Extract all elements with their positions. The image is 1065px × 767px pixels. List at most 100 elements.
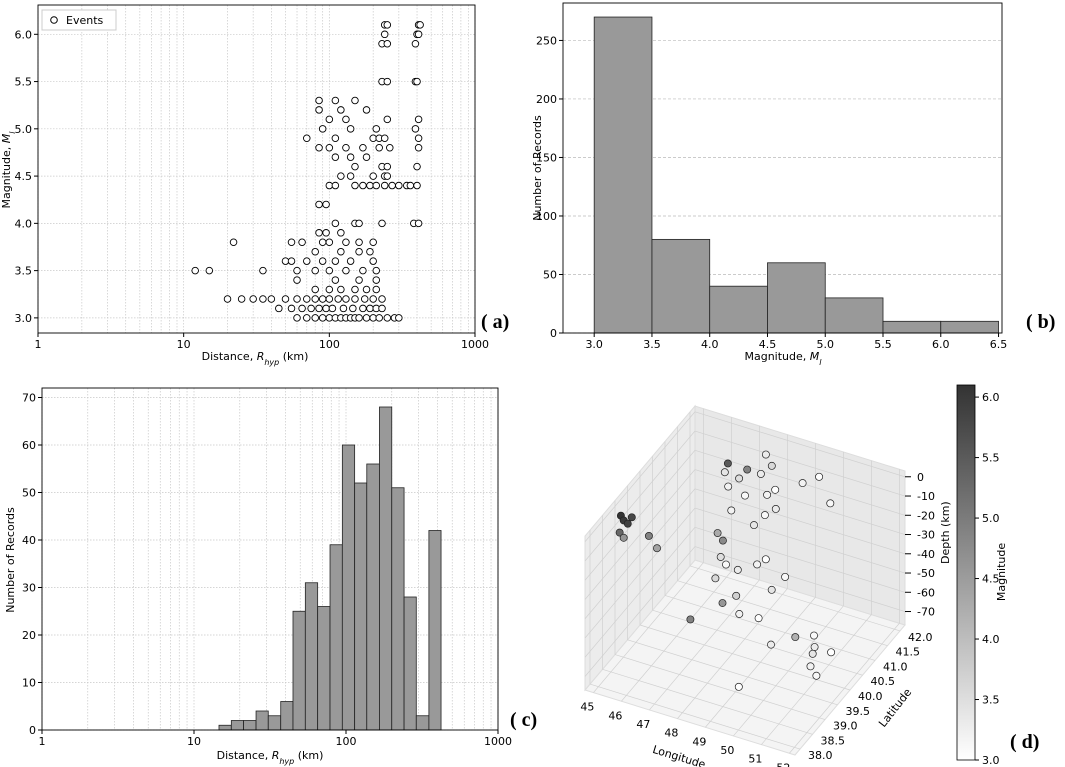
event-point-3d (686, 615, 695, 624)
event-point-3d (767, 461, 776, 470)
event-point (346, 153, 355, 161)
event-point (325, 266, 334, 275)
event-point (366, 304, 374, 313)
panel-label: ( d) (1010, 731, 1039, 753)
label-part: hyp (279, 757, 294, 766)
event-point (369, 172, 377, 180)
event-point (298, 304, 306, 313)
event-point (388, 181, 396, 190)
event-point (191, 266, 199, 275)
event-point (339, 304, 348, 313)
z-tick-label: -70 (917, 606, 935, 619)
grid-line (584, 488, 696, 620)
event-point-3d (827, 648, 836, 657)
event-point-3d (812, 671, 821, 680)
event-point (362, 285, 371, 294)
y-tick-label: 60 (22, 439, 36, 452)
event-point (287, 257, 296, 265)
grid-line (694, 507, 906, 574)
grid-line (602, 668, 813, 735)
event-point (303, 314, 311, 322)
hist-bar (292, 610, 306, 731)
event-point-3d (727, 506, 736, 515)
grid-line (694, 430, 906, 497)
y-tick-label: 150 (536, 151, 557, 164)
hist-bar (709, 285, 768, 334)
y-tick-label: 3.0 (15, 312, 33, 325)
hist-bar (593, 16, 653, 334)
event-point (346, 257, 355, 265)
x-tick-label: 1000 (484, 735, 512, 748)
x-tick-label: 10 (187, 735, 201, 748)
grid-line (584, 527, 696, 658)
hist-bar (354, 482, 368, 731)
event-point (359, 304, 367, 313)
y-tick-label: 39.5 (846, 705, 871, 718)
event-point (369, 295, 377, 303)
event-point (315, 229, 323, 237)
event-point (362, 314, 371, 322)
event-point (362, 153, 371, 161)
y-tick-label: 0 (29, 724, 36, 737)
hist-bar (230, 720, 245, 731)
event-point (298, 238, 306, 247)
event-point-3d (760, 511, 769, 520)
x-tick-label: 47 (636, 718, 650, 731)
event-point-3d (716, 553, 725, 561)
event-point-3d (735, 474, 744, 483)
y-tick-label: 40.5 (871, 675, 896, 688)
event-point-3d (798, 479, 807, 488)
hist-bar (767, 262, 826, 334)
event-point (359, 266, 367, 275)
event-point (325, 115, 334, 124)
event-point (331, 276, 340, 284)
event-point-3d (723, 459, 732, 468)
event-point (355, 276, 363, 284)
event-point-3d (781, 572, 790, 581)
z-tick-label: -60 (917, 586, 935, 599)
event-point (369, 238, 377, 247)
label-part: l (819, 358, 822, 367)
z-tick-label: -50 (917, 567, 935, 580)
event-point (386, 143, 394, 152)
event-point-3d (756, 469, 765, 478)
z-tick-label: 0 (917, 471, 924, 484)
label-part: Magnitude, (0, 143, 13, 208)
event-point (331, 96, 340, 105)
event-point (259, 266, 267, 275)
y-tick-label: 39.0 (833, 720, 858, 733)
event-point (380, 134, 389, 143)
x-tick-label: 45 (580, 701, 594, 714)
event-point (342, 295, 350, 303)
x-tick-label: 5.0 (816, 338, 834, 351)
event-point (383, 162, 392, 171)
y-tick-label: 0 (550, 327, 557, 340)
hist-bar (824, 297, 884, 334)
colorbar-tick-label: 3.5 (982, 694, 1000, 707)
panel-label: ( a) (481, 311, 509, 333)
colorbar-tick-label: 4.5 (982, 573, 1000, 586)
y-tick-label: 41.5 (896, 646, 921, 659)
event-point-3d (627, 513, 636, 522)
event-point (375, 314, 383, 322)
event-point-3d (623, 519, 632, 528)
z-tick-label: -40 (917, 548, 935, 561)
event-point (355, 238, 363, 247)
event-point-3d (735, 610, 744, 618)
y-tick-label: 38.5 (821, 734, 846, 747)
y-tick-label: 4.0 (15, 217, 33, 230)
grid-line (584, 411, 696, 543)
event-point (369, 257, 377, 265)
label-part: l (8, 131, 17, 134)
grid-line (694, 411, 906, 478)
event-point (325, 285, 334, 294)
event-point (349, 304, 357, 313)
grid-line (614, 654, 826, 720)
x-tick-label: 46 (608, 709, 622, 722)
event-point (325, 143, 334, 152)
z-tick-label: -10 (917, 490, 935, 503)
hist-bar (280, 701, 294, 731)
event-point (372, 276, 381, 284)
event-point (315, 143, 323, 152)
legend-label: Events (66, 14, 104, 27)
